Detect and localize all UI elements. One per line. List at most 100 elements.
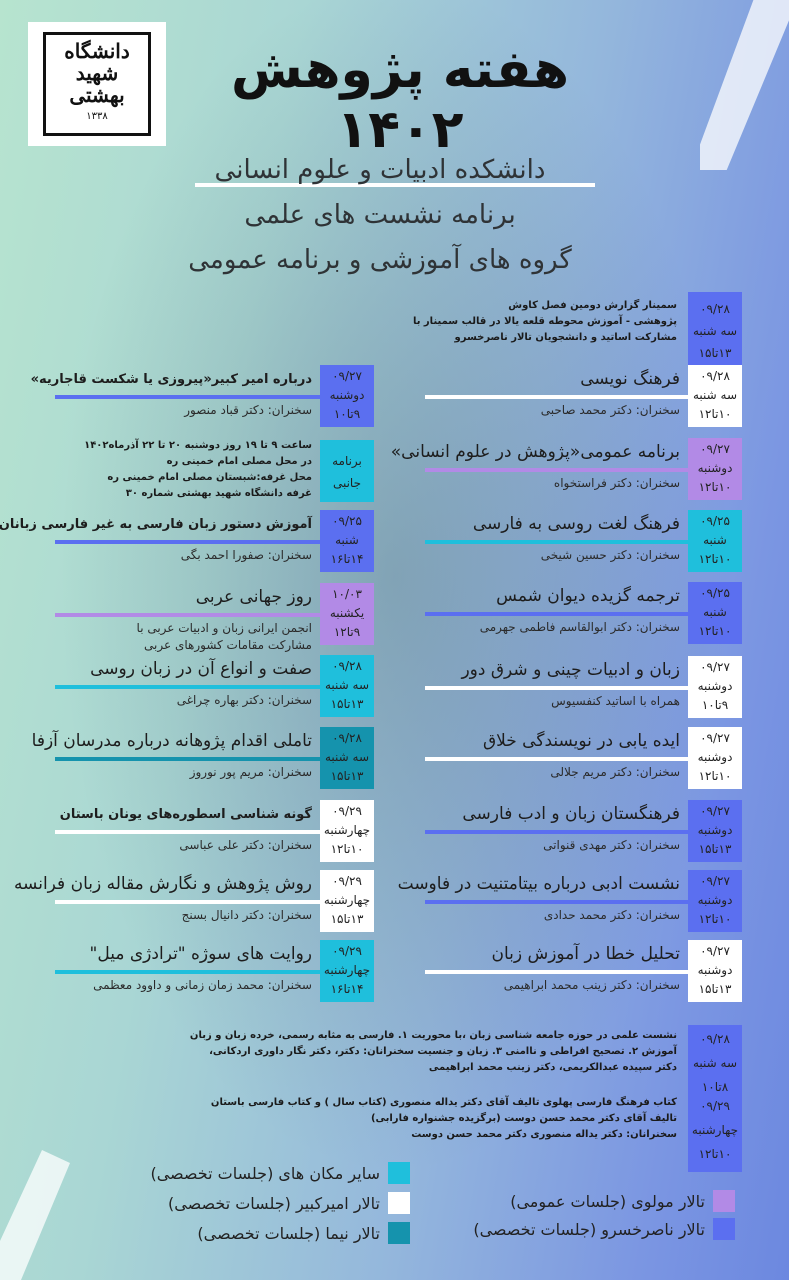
- box-line: برنامه: [332, 454, 362, 468]
- session-date: ۰۹/۲۷: [700, 442, 730, 456]
- session-time: ۱۰تا۱۲: [698, 769, 732, 783]
- session-time: ۱۳تا۱۵: [330, 697, 364, 711]
- session-time: ۱۴تا۱۶: [330, 982, 364, 996]
- session-underline: [55, 613, 320, 617]
- date-box: ۰۹/۲۸ سه شنبه ۱۳تا۱۵: [688, 292, 742, 372]
- session-date: ۰۹/۲۷: [700, 804, 730, 818]
- session-speaker: سخنران: دکتر ابوالقاسم فاطمی جهرمی: [479, 620, 680, 634]
- session-speaker: سخنران: دکتر مریم جلالی: [550, 765, 680, 779]
- page-title: هفته پژوهش ۱۴۰۲: [230, 40, 570, 160]
- session-day: شنبه: [335, 533, 359, 547]
- session-date: ۰۹/۲۷: [700, 731, 730, 745]
- session-day: سه شنبه: [692, 324, 738, 338]
- session-title: فرهنگ نویسی: [580, 369, 680, 389]
- session-title: روز جهانی عربی: [195, 587, 312, 607]
- session-date: ۰۹/۲۸: [700, 1032, 730, 1046]
- session-title: صفت و انواع آن در زبان روسی: [90, 659, 312, 679]
- date-box: ۰۹/۲۷ دوشنبه ۹تا۱۰: [688, 656, 742, 718]
- logo-year: ۱۳۳۸: [86, 111, 108, 122]
- session-card: ۰۹/۲۹ چهارشنبه ۱۳تا۱۵ روش پژوهش و نگارش مقا…: [0, 870, 789, 932]
- session-description-line: پژوهشی - آموزش محوطه قلعه یالا در قالب س…: [412, 316, 677, 327]
- session-day: چهارشنبه: [691, 1123, 739, 1137]
- legend-label: تالار امیرکبیر (جلسات تخصصی): [168, 1193, 380, 1213]
- session-time: ۱۰تا۱۲: [698, 552, 732, 566]
- session-card: ۰۹/۲۵ شنبه ۱۰تا۱۲ فرهنگ لغت روسی به فارسی سخ…: [0, 510, 789, 572]
- session-date: ۰۹/۲۷: [700, 944, 730, 958]
- session-day: شنبه: [703, 605, 727, 619]
- session-speaker: سخنران: دکتر حسین شیخی: [540, 548, 680, 562]
- date-box: برنامه جانبی: [320, 440, 374, 502]
- session-time: ۱۳تا۱۵: [698, 346, 732, 360]
- session-time: ۱۳تا۱۵: [698, 982, 732, 996]
- session-underline: [55, 900, 320, 904]
- session-time: ۱۰تا۱۲: [330, 842, 364, 856]
- session-underline: [425, 612, 688, 616]
- session-description-line: سمینار گزارش دومین فصل کاوش: [508, 300, 677, 311]
- session-day: سه شنبه: [692, 388, 738, 402]
- date-box: ۰۹/۲۷ دوشنبه ۱۳تا۱۵: [688, 940, 742, 1002]
- date-box: ۰۹/۲۸ سه شنبه ۱۳تا۱۵: [320, 727, 374, 789]
- session-card: ۰۹/۲۸ سه شنبه ۸تا۱۰ نشست علمی در حوزه جامعه…: [0, 1025, 789, 1105]
- session-description-line: غرفه دانشگاه شهید بهشتی شماره ۳۰: [125, 488, 312, 499]
- session-description-line: تالیف آقای دکتر محمد حسن دوست (برگزیده ج…: [370, 1113, 677, 1124]
- session-card: ۰۹/۲۷ دوشنبه ۹تا۱۰ زبان و ادبیات چینی و شرق…: [0, 656, 789, 718]
- session-title: زبان و ادبیات چینی و شرق دور: [461, 660, 680, 680]
- legend-item: تالار ناصرخسرو (جلسات تخصصی): [470, 1218, 735, 1240]
- session-underline: [425, 540, 688, 544]
- legend-swatch: [713, 1190, 735, 1212]
- date-box: ۰۹/۲۸ سه شنبه ۱۳تا۱۵: [320, 655, 374, 717]
- session-card: ۰۹/۲۸ سه شنبه ۱۳تا۱۵ سمینار گزارش دومین فصل…: [0, 292, 789, 372]
- date-box: ۰۹/۲۵ شنبه ۱۰تا۱۲: [688, 582, 742, 644]
- session-speaker: سخنران: مریم پور نوروز: [189, 765, 312, 779]
- session-time: ۱۳تا۱۵: [698, 842, 732, 856]
- program-subtitle: برنامه نشست های علمی: [244, 200, 516, 230]
- session-title: درباره امیر کبیر«پیروزی یا شکست قاجاریه»: [30, 372, 312, 387]
- session-speaker: سخنران: دکتر محمد صاحبی: [540, 403, 680, 417]
- session-description-line: آموزش ۲. تصحیح افراطی و ناامنی ۳. زبان و…: [209, 1046, 677, 1057]
- session-day: سه شنبه: [324, 750, 370, 764]
- session-day: دوشنبه: [697, 461, 733, 475]
- session-time: ۱۴تا۱۶: [330, 552, 364, 566]
- session-title: تاملی اقدام پژوهانه درباره مدرسان آزفا: [31, 731, 312, 751]
- legend-item: تالار مولوی (جلسات عمومی): [470, 1190, 735, 1212]
- legend-swatch: [388, 1222, 410, 1244]
- session-title: روایت های سوژه "ترادژی میل": [89, 944, 312, 964]
- session-card: ۰۹/۲۸ سه شنبه ۱۰تا۱۲ فرهنگ نویسی سخنران: دکت…: [0, 365, 789, 427]
- session-title: تحلیل خطا در آموزش زبان: [491, 944, 680, 964]
- session-title: نشست ادبی درباره بیتامتنیت در فاوست: [397, 874, 680, 894]
- date-box: ۱۰/۰۳ یکشنبه ۹تا۱۲: [320, 583, 374, 645]
- session-date: ۰۹/۲۸: [332, 731, 362, 745]
- date-box: ۰۹/۲۷ دوشنبه ۱۳تا۱۵: [688, 800, 742, 862]
- session-date: ۰۹/۲۹: [332, 944, 362, 958]
- session-date: ۱۰/۰۳: [332, 587, 362, 601]
- session-time: ۸تا۱۰: [701, 1080, 729, 1094]
- date-box: ۰۹/۲۵ شنبه ۱۰تا۱۲: [688, 510, 742, 572]
- session-time: ۱۳تا۱۵: [330, 769, 364, 783]
- date-box: ۰۹/۲۹ چهارشنبه ۱۴تا۱۶: [320, 940, 374, 1002]
- session-speaker: سخنران: دکتر دانیال بسنج: [181, 908, 312, 922]
- session-day: سه شنبه: [692, 1056, 738, 1070]
- session-day: دوشنبه: [329, 388, 365, 402]
- date-box: ۰۹/۲۸ سه شنبه ۸تا۱۰: [688, 1025, 742, 1105]
- session-date: ۰۹/۲۷: [700, 874, 730, 888]
- session-date: ۰۹/۲۸: [700, 369, 730, 383]
- session-card: ۰۹/۲۷ دوشنبه ۹تا۱۰ درباره امیر کبیر«پیروزی …: [0, 365, 789, 427]
- university-logo: دانشگاه شهید بهشتی ۱۳۳۸: [28, 22, 166, 146]
- session-day: چهارشنبه: [323, 823, 371, 837]
- session-underline: [425, 468, 688, 472]
- session-description-line: نشست علمی در حوزه جامعه شناسی زبان ،با م…: [189, 1030, 677, 1041]
- session-time: ۹تا۱۰: [333, 407, 361, 421]
- session-speaker: انجمن ایرانی زبان و ادبیات عربی با: [136, 621, 312, 635]
- session-title: فرهنگ لغت روسی به فارسی: [472, 514, 680, 534]
- session-title: روش پژوهش و نگارش مقاله زبان فرانسه: [13, 874, 312, 894]
- session-speaker: سخنران: دکتر محمد حدادی: [543, 908, 680, 922]
- session-date: ۰۹/۲۸: [332, 659, 362, 673]
- groups-subtitle: گروه های آموزشی و برنامه عمومی: [188, 245, 572, 275]
- session-description-line: سخنرانان: دکتر یداله منصوری دکتر محمد حس…: [411, 1129, 677, 1140]
- session-day: دوشنبه: [697, 750, 733, 764]
- session-date: ۰۹/۲۸: [700, 302, 730, 316]
- session-day: دوشنبه: [697, 679, 733, 693]
- session-card: ۰۹/۲۷ دوشنبه ۱۰تا۱۲ نشست ادبی درباره بیتامت…: [0, 870, 789, 932]
- session-speaker: سخنران: صفورا احمد بگی: [180, 548, 312, 562]
